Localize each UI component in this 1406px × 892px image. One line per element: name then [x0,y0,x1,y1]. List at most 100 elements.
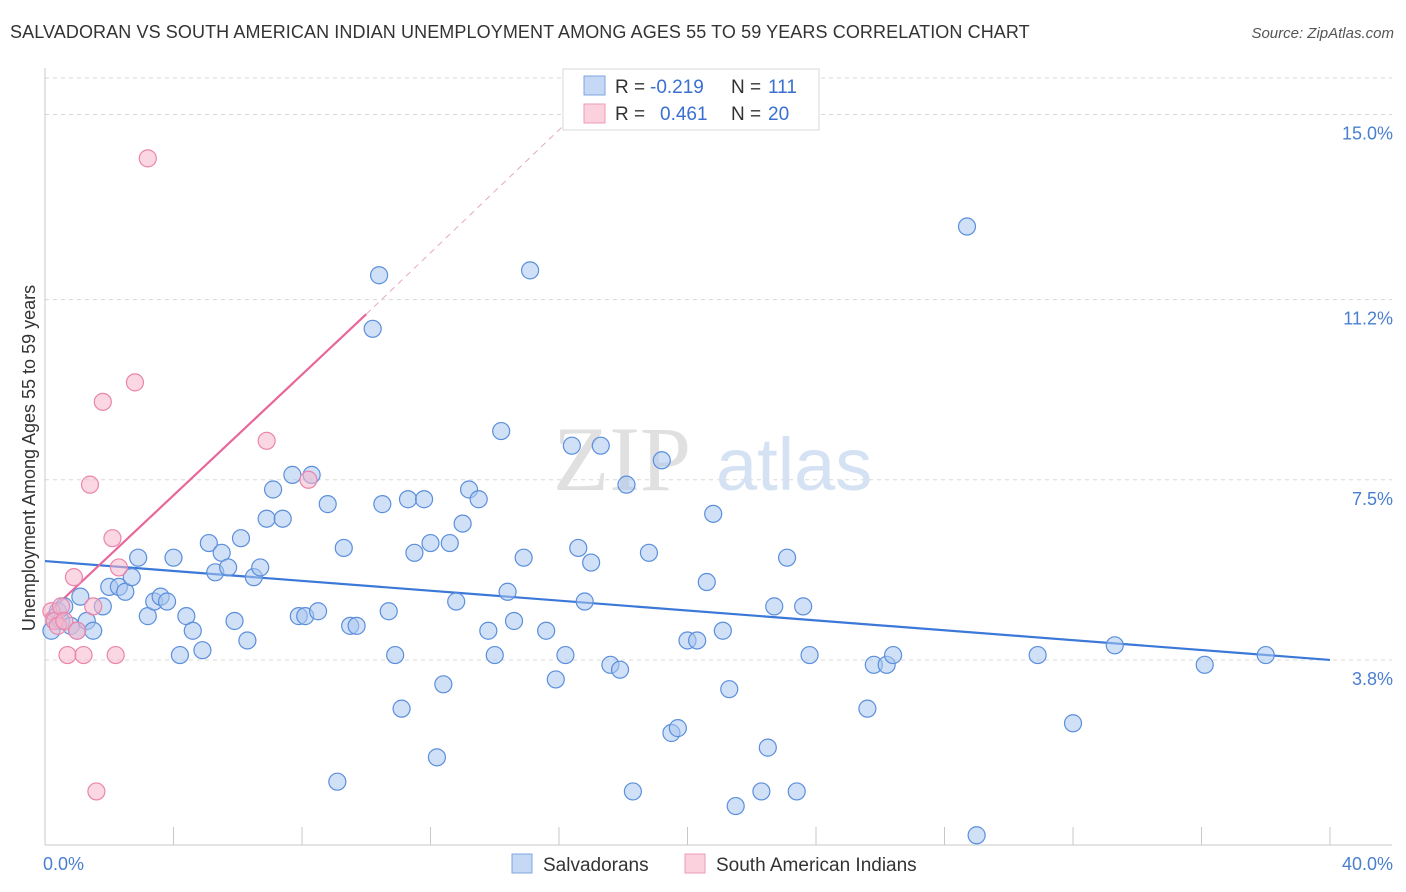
point-blue-71 [537,621,556,640]
point-blue-49 [373,495,392,514]
y-tick-label-1: 7.5% [1352,489,1393,509]
point-blue-91 [713,621,732,640]
point-blue-46 [347,616,366,635]
point-blue-81 [617,475,636,494]
point-pink-17 [138,149,157,168]
legend-bottom-swatch-pink [684,853,706,874]
data-points [42,149,1275,845]
point-pink-5 [58,645,77,665]
point-blue-54 [405,543,424,562]
point-blue-78 [591,436,610,455]
point-blue-86 [668,719,687,738]
point-blue-29 [225,611,244,631]
y-tick-label-3: 15.0% [1342,124,1393,144]
point-blue-30 [231,529,251,548]
watermark: ZIP atlas [553,408,872,510]
legend-r-label-1: R = [615,77,645,98]
point-blue-93 [726,796,745,816]
point-blue-15 [129,548,148,567]
point-blue-63 [469,490,488,509]
point-blue-73 [556,645,575,665]
point-pink-8 [74,645,93,665]
point-blue-52 [392,699,411,718]
legend-r-value-2: 0.461 [660,104,708,125]
chart-title: SALVADORAN VS SOUTH AMERICAN INDIAN UNEM… [10,22,1030,42]
trend-line-1 [44,313,368,617]
point-blue-24 [193,641,212,660]
point-blue-94 [752,782,771,801]
point-pink-7 [68,621,87,640]
point-blue-14 [122,568,141,587]
legend-bottom-label-salvadorans: Salvadorans [543,855,649,876]
legend-bottom-label-south-american-indians: South American Indians [716,855,917,876]
point-blue-68 [504,611,524,631]
point-blue-95 [758,738,777,757]
point-blue-96 [765,597,784,616]
point-pink-6 [64,568,84,587]
point-blue-48 [370,266,389,285]
source-label: Source: ZipAtlas.com [1251,25,1394,42]
point-blue-77 [582,553,601,572]
point-blue-58 [434,675,453,694]
point-pink-19 [299,470,318,489]
point-blue-74 [562,436,581,455]
point-blue-55 [414,490,434,509]
y-axis-label: Unemployment Among Ages 55 to 59 years [19,285,39,631]
point-blue-67 [498,582,517,601]
point-blue-25 [199,533,218,553]
point-pink-15 [109,558,128,577]
point-blue-56 [421,533,440,553]
point-pink-11 [87,782,106,801]
point-blue-64 [479,621,498,640]
point-blue-50 [379,602,398,621]
legend-bottom: Salvadorans South American Indians [511,853,917,876]
point-blue-66 [492,421,511,441]
point-blue-42 [318,495,337,514]
point-blue-76 [575,592,594,611]
point-blue-69 [514,548,533,567]
x-tick-label-0: 0.0% [43,854,84,874]
point-blue-33 [251,558,270,577]
legend-top: R = -0.219 N = 111 R = 0.461 N = 20 [562,68,820,131]
point-blue-89 [697,572,716,592]
point-blue-34 [257,509,276,528]
point-blue-21 [170,645,190,665]
point-blue-82 [623,782,642,801]
point-blue-109 [1105,636,1124,655]
point-blue-20 [164,548,183,567]
y-tick-label-0: 3.8% [1352,669,1393,689]
point-pink-12 [93,392,112,411]
x-tick-label-1: 40.0% [1342,854,1393,874]
point-blue-9 [84,621,103,640]
trend-extension-1 [365,114,576,315]
point-blue-31 [238,631,257,650]
y-tick-labels: 3.8% 7.5% 11.2% 15.0% [1342,124,1393,689]
point-blue-101 [858,699,877,718]
point-blue-19 [157,592,177,611]
legend-top-box [562,68,820,131]
point-blue-75 [569,538,588,558]
trend-lines [44,114,1331,662]
legend-swatch-blue [583,75,606,96]
point-blue-98 [787,782,806,801]
point-blue-36 [273,509,292,528]
point-blue-104 [883,645,903,665]
point-blue-72 [546,670,565,689]
legend-swatch-pink [583,103,606,124]
point-blue-111 [1256,645,1275,665]
legend-n-label-1: N = [731,77,761,98]
point-blue-65 [485,645,504,665]
point-blue-43 [328,772,347,791]
point-blue-88 [688,631,707,650]
watermark-atlas: atlas [716,423,872,506]
point-blue-7 [71,587,90,606]
legend-r-label-2: R = [615,104,645,125]
point-blue-53 [398,490,418,509]
point-blue-107 [1028,645,1047,665]
point-blue-90 [704,504,723,523]
y-tick-label-2: 11.2% [1343,309,1393,329]
point-blue-108 [1063,714,1083,733]
legend-n-value-1: 111 [768,77,797,98]
point-pink-16 [125,373,145,392]
legend-n-value-2: 20 [768,104,789,125]
